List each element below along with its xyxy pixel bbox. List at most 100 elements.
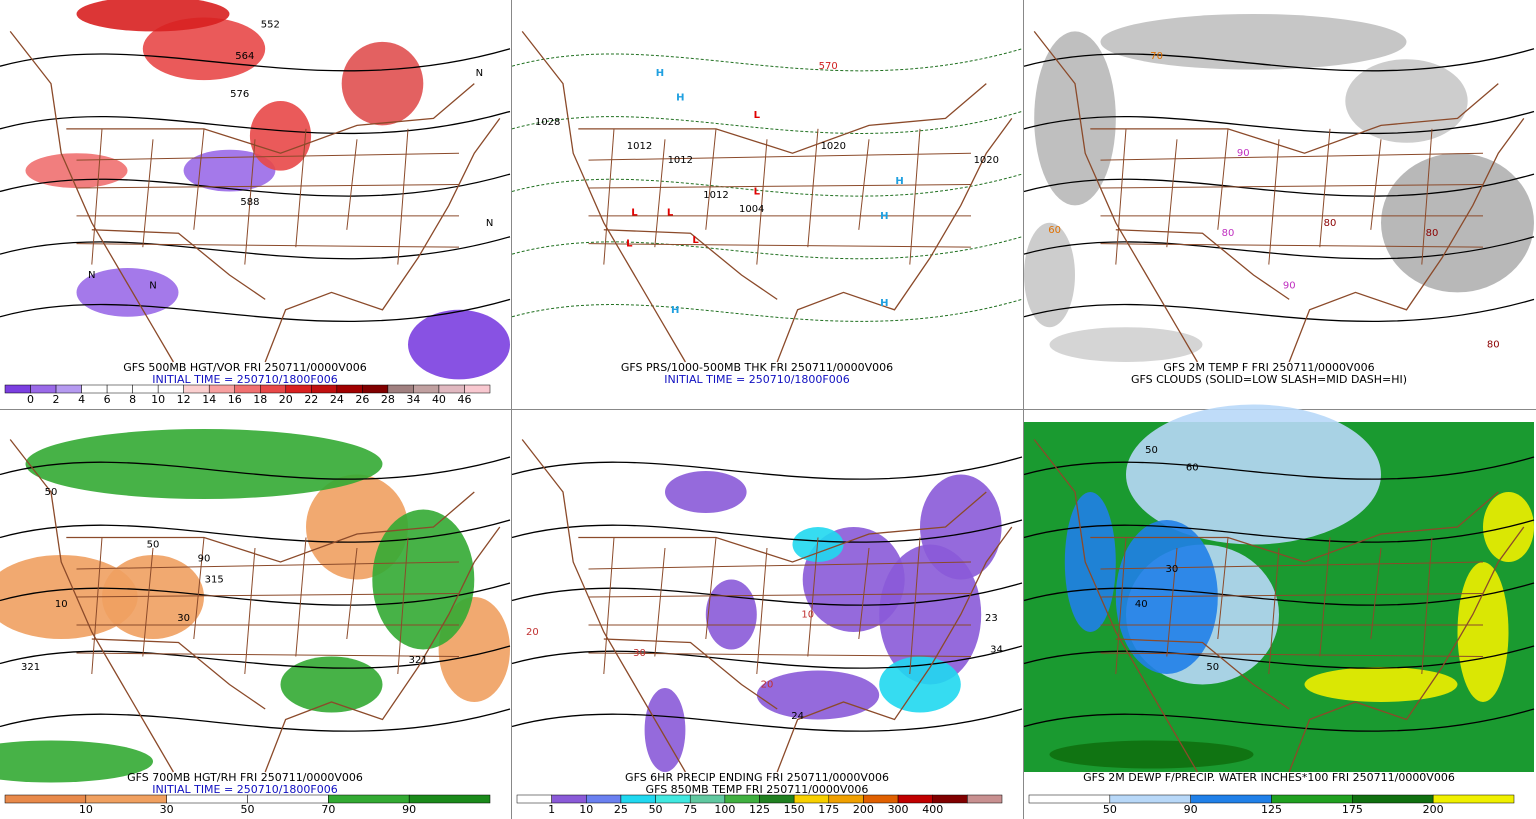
state-border: [1115, 128, 1127, 265]
map-border: [1090, 491, 1499, 563]
colorbar-swatch: [336, 384, 363, 394]
field-shading: [280, 656, 383, 713]
contour-line: [511, 110, 1023, 134]
map-label: N: [149, 280, 156, 291]
map-label: H: [895, 176, 903, 187]
map-label: 1012: [668, 155, 693, 166]
colorbar-swatch: [234, 384, 261, 394]
colorbar-label: 10: [151, 393, 165, 406]
map-label: 80: [1222, 228, 1235, 239]
state-border: [588, 593, 972, 598]
map-label: H: [880, 211, 888, 222]
colorbar-swatch: [387, 384, 414, 394]
state-border: [603, 128, 615, 265]
map-label: 90: [1283, 280, 1296, 291]
map-label: 321: [21, 662, 40, 673]
colorbar-swatch: [1190, 794, 1272, 804]
state-border: [1421, 537, 1433, 675]
map-label: 1020: [974, 155, 999, 166]
map-label: N: [88, 270, 95, 281]
colorbar-swatch: [1028, 794, 1111, 804]
map-border: [578, 491, 987, 563]
contour-line: [0, 173, 511, 197]
colorbar-label: 8: [129, 393, 136, 406]
colorbar-swatch: [132, 384, 159, 394]
colorbar-swatch: [260, 384, 287, 394]
state-border: [142, 139, 154, 248]
map-label: 24: [791, 711, 804, 722]
colorbar-swatch: [183, 384, 210, 394]
map-label: 10: [801, 610, 814, 621]
field-shading: [1304, 667, 1458, 702]
colorbar-label: 25: [614, 803, 628, 816]
colorbar-swatch: [1109, 794, 1191, 804]
map-label: 80: [1426, 228, 1439, 239]
map-label: L: [692, 235, 699, 246]
state-border: [1319, 128, 1331, 248]
map-border: [1033, 30, 1198, 363]
colorbar-label: 90: [402, 803, 416, 816]
map: 24 23 34 20 30 20 10: [511, 422, 1023, 773]
state-border: [295, 128, 307, 248]
colorbar-label: 26: [355, 393, 369, 406]
map-border: [1115, 229, 1290, 300]
state-border: [76, 184, 460, 189]
state-border: [756, 547, 768, 675]
map-border: [91, 229, 266, 300]
map-label: 50: [45, 487, 58, 498]
field-shading: [756, 670, 880, 720]
field-shading: [1100, 14, 1407, 70]
state-border: [654, 547, 666, 657]
colorbar-label: 300: [888, 803, 909, 816]
map: 50 60 30 40 50: [1023, 404, 1535, 773]
colorbar-swatch: [967, 794, 1003, 804]
state-border: [654, 139, 666, 248]
state-border: [1100, 184, 1484, 189]
colorbar-label: 1: [548, 803, 555, 816]
contour-line: [1023, 173, 1535, 197]
map-label: 576: [230, 89, 249, 100]
contour-line: [511, 48, 1023, 72]
state-border: [588, 152, 972, 161]
contour-line: [0, 298, 511, 323]
contour-line: [1023, 582, 1535, 606]
map-label: L: [667, 207, 674, 218]
colorbar-label: 70: [321, 803, 335, 816]
state-border: [909, 128, 921, 265]
colorbar-swatch: [932, 794, 968, 804]
state-border: [397, 537, 409, 675]
state-border: [1100, 652, 1484, 657]
panel-caption: GFS 6HR PRECIP ENDING FRI 250711/0000V00…: [625, 771, 889, 784]
contour-line: [0, 519, 511, 543]
field-shading: [879, 656, 961, 713]
state-border: [1166, 139, 1178, 248]
map-border: [1115, 638, 1290, 710]
state-border: [76, 652, 460, 657]
map-label: 20: [526, 627, 539, 638]
panel-caption: GFS 2M TEMP F FRI 250711/0000V006: [1163, 361, 1374, 374]
map-label: 552: [261, 19, 280, 30]
state-border: [1217, 537, 1229, 640]
map-label: 1028: [535, 117, 560, 128]
colorbar-label: 14: [202, 393, 216, 406]
field-shading: [792, 527, 844, 562]
contour-line: [1023, 298, 1535, 323]
map-label: 90: [1237, 148, 1250, 159]
state-border: [76, 593, 460, 598]
map-border: [578, 83, 987, 154]
map-label: 70: [1150, 51, 1163, 62]
map-label: 80: [1324, 218, 1337, 229]
map-border: [1090, 83, 1499, 154]
colorbar-label: 20: [279, 393, 293, 406]
field-shading: [25, 429, 383, 499]
state-border: [346, 547, 358, 640]
colorbar-label: 150: [784, 803, 805, 816]
field-shading: [1064, 492, 1116, 632]
contour-line: [511, 173, 1023, 197]
state-border: [397, 128, 409, 265]
colorbar-label: 90: [1184, 803, 1198, 816]
state-border: [91, 128, 103, 265]
colorbar-label: 100: [714, 803, 735, 816]
contour-line: [1023, 645, 1535, 669]
field-shading: [408, 309, 510, 380]
